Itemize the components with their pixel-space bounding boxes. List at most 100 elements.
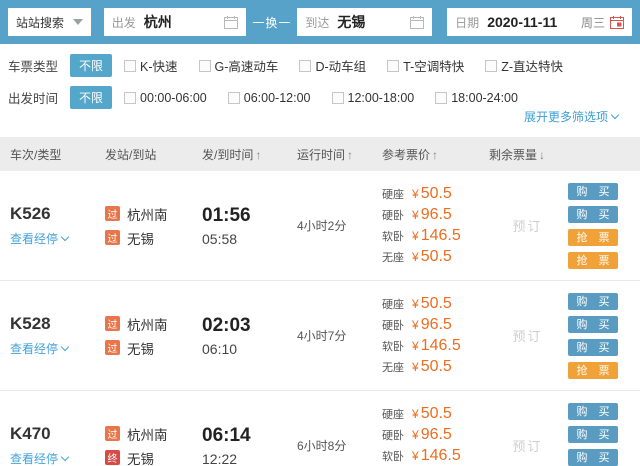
- checkbox-icon[interactable]: [227, 91, 240, 104]
- duration: 6小时8分: [297, 438, 347, 453]
- depart-time: 06:14: [202, 424, 251, 446]
- checkbox-icon[interactable]: [198, 59, 211, 72]
- arrive-station-name: 无锡: [127, 341, 154, 357]
- checkbox-icon[interactable]: [331, 91, 344, 104]
- header-price-sort[interactable]: 参考票价 ↑: [382, 147, 439, 162]
- yuan-sign: ¥: [412, 428, 419, 442]
- reserve-status: 预订: [512, 438, 543, 454]
- table-header-row: 车次/类型 发站/到站 发/到时间 ↑ 运行时间 ↑ 参考票价 ↑ 剩余票量 ↓: [0, 137, 640, 171]
- checkbox-icon[interactable]: [387, 59, 400, 72]
- header-stations: 发站/到站: [105, 147, 157, 162]
- sort-asc-icon: ↑: [347, 147, 354, 162]
- arrive-station-name: 无锡: [127, 451, 154, 466]
- sort-asc-icon: ↑: [255, 147, 262, 162]
- price-amount: 50.5: [420, 295, 452, 312]
- arrive-station-name: 无锡: [127, 231, 154, 247]
- view-stops-link[interactable]: 查看经停: [10, 450, 105, 466]
- date-label: 日期: [455, 15, 480, 30]
- depart-time-option-1[interactable]: 06:00-12:00: [227, 91, 311, 105]
- chevron-down-icon: [60, 342, 70, 352]
- price-amount: 146.5: [420, 337, 461, 354]
- arrive-city-input[interactable]: 到达 无锡: [297, 8, 433, 36]
- price-amount: 50.5: [420, 405, 452, 422]
- buy-button[interactable]: 购 买: [568, 315, 618, 333]
- depart-city-value: 杭州: [143, 14, 172, 30]
- price-amount: 146.5: [420, 227, 461, 244]
- depart-time-any-chip[interactable]: 不限: [70, 86, 113, 109]
- header-remaining-sort[interactable]: 剩余票量 ↓: [489, 147, 546, 162]
- price-line: 硬卧 ¥ 96.5: [382, 316, 452, 333]
- arrive-time: 05:58: [202, 230, 238, 247]
- date-calendar-icon[interactable]: [610, 15, 624, 29]
- price-line: 软卧 ¥ 146.5: [382, 227, 461, 244]
- ticket-type-any-chip[interactable]: 不限: [70, 54, 113, 77]
- pass-station-badge: 过: [105, 426, 120, 441]
- duration: 4小时7分: [297, 328, 347, 343]
- ticket-type-option-t[interactable]: T-空调特快: [387, 56, 464, 75]
- date-value: 2020-11-11: [487, 14, 558, 30]
- header-times-sort[interactable]: 发/到时间 ↑: [202, 147, 262, 162]
- buy-button[interactable]: 购 买: [568, 402, 618, 420]
- swap-stations-button[interactable]: 一换一: [252, 15, 292, 30]
- checkbox-icon[interactable]: [435, 91, 448, 104]
- yuan-sign: ¥: [412, 297, 419, 311]
- ticket-type-option-d[interactable]: D-动车组: [299, 56, 366, 75]
- buy-button[interactable]: 购 买: [568, 292, 618, 310]
- ticket-type-option-z[interactable]: Z-直达特快: [485, 56, 563, 75]
- price-amount: 146.5: [420, 447, 461, 464]
- depart-city-input[interactable]: 出发 杭州: [103, 8, 247, 36]
- price-amount: 50.5: [420, 185, 452, 202]
- train-number: K470: [10, 424, 51, 443]
- arrive-station-line: 终 无锡: [105, 448, 202, 466]
- view-stops-link[interactable]: 查看经停: [10, 230, 105, 247]
- date-input[interactable]: 日期 2020-11-11 周三: [447, 8, 632, 36]
- buy-button[interactable]: 购 买: [568, 425, 618, 443]
- table-row: K526 查看经停 过 杭州南 过 无锡 01:56 05:58 4小时2分: [0, 171, 640, 281]
- checkbox-icon[interactable]: [485, 59, 498, 72]
- header-duration-sort[interactable]: 运行时间 ↑: [297, 147, 354, 162]
- price-line: 无座 ¥ 50.5: [382, 248, 452, 265]
- price-line: 硬卧 ¥ 96.5: [382, 206, 452, 223]
- depart-station-line: 过 杭州南: [105, 314, 202, 334]
- search-type-dropdown[interactable]: 站站搜索: [8, 8, 91, 36]
- grab-ticket-button[interactable]: 抢 票: [568, 251, 618, 269]
- price-amount: 96.5: [420, 426, 452, 443]
- calendar-icon: [224, 15, 239, 29]
- depart-station-name: 杭州南: [127, 427, 168, 443]
- checkbox-icon[interactable]: [124, 91, 137, 104]
- header-train-type: 车次/类型: [10, 147, 62, 162]
- yuan-sign: ¥: [412, 187, 419, 201]
- buy-button[interactable]: 购 买: [568, 448, 618, 466]
- grab-ticket-button[interactable]: 抢 票: [568, 361, 618, 379]
- grab-ticket-button[interactable]: 抢 票: [568, 228, 618, 246]
- price-amount: 96.5: [420, 206, 452, 223]
- chevron-down-icon: [610, 110, 620, 120]
- reserve-status: 预订: [512, 328, 543, 344]
- sort-asc-icon: ↑: [432, 147, 439, 162]
- price-line: 软卧 ¥ 146.5: [382, 337, 461, 354]
- depart-time-filter-row: 出发时间 不限 00:00-06:00 06:00-12:00 12:00-18…: [8, 86, 632, 109]
- depart-time-option-2[interactable]: 12:00-18:00: [331, 91, 414, 105]
- expand-more-filters-link[interactable]: 展开更多筛选项: [524, 108, 620, 125]
- ticket-type-filter-row: 车票类型 不限 K-快速 G-高速动车 D-动车组 T-空调特快 Z-直达特快: [8, 54, 632, 77]
- depart-time-option-0[interactable]: 00:00-06:00: [124, 91, 207, 105]
- yuan-sign: ¥: [412, 407, 419, 421]
- depart-time: 01:56: [202, 204, 251, 226]
- buy-button[interactable]: 购 买: [568, 338, 618, 356]
- checkbox-icon[interactable]: [299, 59, 312, 72]
- view-stops-link[interactable]: 查看经停: [10, 340, 105, 357]
- yuan-sign: ¥: [412, 250, 419, 264]
- arrive-label: 到达: [305, 15, 330, 30]
- depart-time-title: 出发时间: [8, 92, 59, 106]
- train-results-table: 车次/类型 发站/到站 发/到时间 ↑ 运行时间 ↑ 参考票价 ↑ 剩余票量 ↓ K52…: [0, 137, 640, 466]
- search-type-label: 站站搜索: [16, 15, 65, 30]
- depart-station-name: 杭州南: [127, 317, 168, 333]
- table-row: K528 查看经停 过 杭州南 过 无锡 02:03 06:10 4小时7分: [0, 281, 640, 391]
- buy-button[interactable]: 购 买: [568, 205, 618, 223]
- pass-station-badge: 过: [105, 316, 120, 331]
- depart-time-option-3[interactable]: 18:00-24:00: [435, 91, 518, 105]
- buy-button[interactable]: 购 买: [568, 182, 618, 200]
- ticket-type-option-k[interactable]: K-快速: [124, 56, 178, 75]
- checkbox-icon[interactable]: [124, 59, 137, 72]
- ticket-type-option-g[interactable]: G-高速动车: [198, 56, 278, 75]
